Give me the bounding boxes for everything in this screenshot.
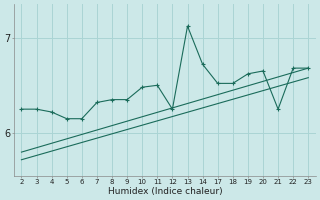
X-axis label: Humidex (Indice chaleur): Humidex (Indice chaleur) [108, 187, 222, 196]
